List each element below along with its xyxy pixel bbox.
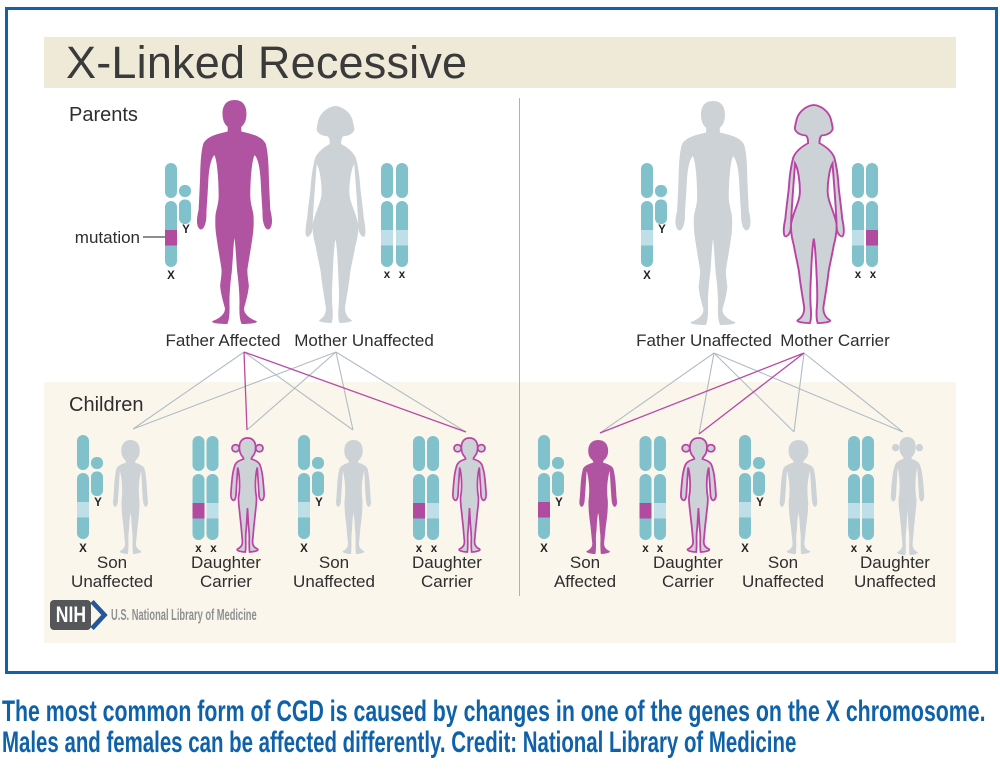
svg-text:x: x	[866, 543, 873, 555]
svg-text:x: x	[431, 543, 438, 555]
svg-text:x: x	[399, 269, 406, 281]
svg-text:X: X	[741, 543, 749, 555]
svg-text:X: X	[167, 270, 175, 282]
svg-text:Y: Y	[555, 497, 563, 509]
svg-text:x: x	[210, 543, 217, 555]
svg-text:x: x	[416, 543, 423, 555]
svg-text:x: x	[657, 543, 664, 555]
svg-text:Y: Y	[315, 497, 323, 509]
svg-text:X: X	[643, 270, 651, 282]
svg-text:x: x	[384, 269, 391, 281]
svg-text:X: X	[300, 543, 308, 555]
svg-text:Y: Y	[94, 497, 102, 509]
svg-text:Y: Y	[182, 224, 190, 236]
svg-text:x: x	[851, 543, 858, 555]
svg-text:x: x	[642, 543, 649, 555]
svg-text:x: x	[870, 269, 877, 281]
svg-text:x: x	[855, 269, 862, 281]
svg-text:X: X	[540, 543, 548, 555]
svg-text:Y: Y	[756, 497, 764, 509]
svg-text:x: x	[195, 543, 202, 555]
svg-text:X: X	[79, 543, 87, 555]
svg-text:Y: Y	[658, 224, 666, 236]
